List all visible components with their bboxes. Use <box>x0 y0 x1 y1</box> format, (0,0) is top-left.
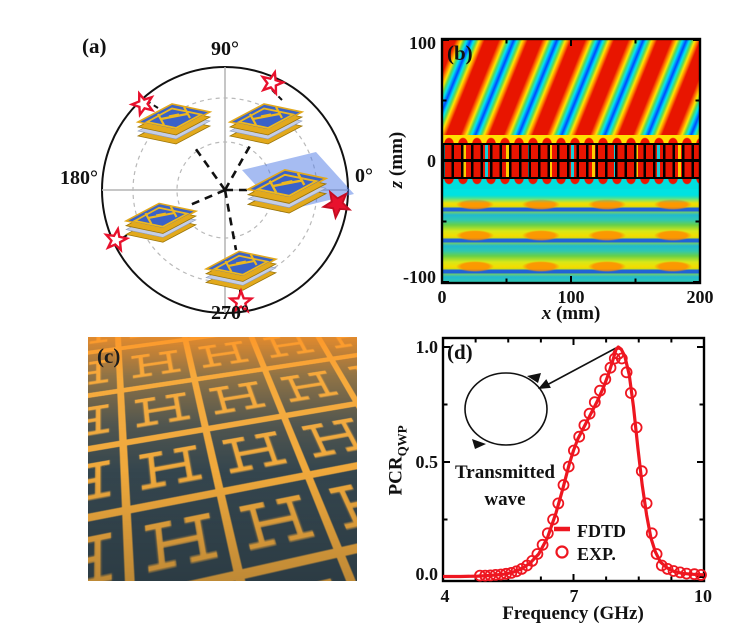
h-resonator-icon <box>88 397 114 449</box>
d-xtick-4: 4 <box>440 586 450 606</box>
panel-d-chart <box>441 336 707 583</box>
h-resonator-icon <box>273 365 345 409</box>
exp-point <box>667 565 680 577</box>
panel-d-letter: (d) <box>447 340 473 364</box>
legend-markers <box>554 526 570 559</box>
polarization-circle-annotation <box>464 347 617 449</box>
metasurface-array <box>88 337 357 581</box>
h-resonator-icon <box>88 522 118 581</box>
standing-wave-bands <box>442 189 700 283</box>
exp-point <box>547 513 559 526</box>
field-fringe-above-slab <box>442 135 700 143</box>
exp-point <box>645 527 658 540</box>
exp-point <box>552 497 565 510</box>
h-resonator-icon <box>126 345 185 385</box>
exp-point <box>650 548 663 560</box>
b-ytick-100: 100 <box>409 33 436 53</box>
exp-point <box>588 396 601 409</box>
exp-point <box>624 387 637 399</box>
exp-point <box>567 444 580 457</box>
exp-point <box>573 430 586 443</box>
polar-label-90: 90° <box>211 38 239 60</box>
exp-points <box>474 347 707 582</box>
h-resonator-icon <box>193 337 255 374</box>
h-resonator-icon <box>253 566 357 581</box>
exp-point <box>531 548 544 560</box>
d-xtick-7: 7 <box>569 586 579 606</box>
panel-b-letter: (b) <box>447 41 473 65</box>
h-resonator-icon <box>232 485 325 562</box>
polar-label-270: 270° <box>211 302 249 324</box>
exp-point <box>500 567 512 580</box>
h-resonator-icon <box>133 437 209 500</box>
exp-point <box>630 421 643 434</box>
b-ylabel: z (mm) <box>386 131 407 189</box>
b-tick-marks <box>441 39 701 283</box>
b-xtick-200: 200 <box>686 287 714 307</box>
h-resonator-icon <box>203 375 273 422</box>
exp-point <box>635 465 648 478</box>
d-xtick-10: 10 <box>694 586 712 606</box>
polar-label-0: 0° <box>355 165 373 187</box>
h-resonator-icon <box>129 386 195 435</box>
exp-point <box>688 568 701 581</box>
d-xlabel: Frequency (GHz) <box>502 603 644 624</box>
b-ytick-0: 0 <box>427 151 436 171</box>
field-fringe-below-slab <box>442 179 700 189</box>
exp-point <box>557 479 570 491</box>
d-ytick-0.5: 0.5 <box>415 452 439 472</box>
exp-point <box>583 407 596 420</box>
h-resonator-icon <box>354 544 357 581</box>
d-ytick-0.0: 0.0 <box>415 564 439 584</box>
panel-c-sample-photo <box>88 337 357 581</box>
polar-label-180: 180° <box>60 167 98 189</box>
exp-point <box>620 366 633 379</box>
exp-point <box>680 567 693 580</box>
exp-point <box>640 497 653 510</box>
panel-a-letter: (a) <box>82 34 107 58</box>
exp-point <box>599 373 612 386</box>
h-resonator-icon <box>294 411 357 467</box>
panel-b-field-map <box>442 39 700 283</box>
exp-point <box>562 460 575 473</box>
exp-point <box>594 384 606 397</box>
exp-point <box>695 568 707 581</box>
h-resonator-icon <box>216 424 296 483</box>
exp-point <box>536 538 549 551</box>
panel-c-letter: (c) <box>97 344 121 368</box>
d-annotation-text: Transmitted wave <box>455 462 555 510</box>
metasurface-slab <box>442 143 700 179</box>
h-resonator-icon <box>257 337 321 363</box>
exp-point <box>674 566 687 579</box>
d-ytick-1.0: 1.0 <box>415 337 439 357</box>
exp-point <box>655 559 668 572</box>
exp-point <box>578 419 591 432</box>
h-resonator-icon <box>138 503 226 581</box>
panel-b-axes <box>440 37 702 285</box>
panel-a-polar-diagram <box>101 66 355 314</box>
exp-point <box>615 352 628 365</box>
exp-point <box>541 527 554 540</box>
b-ytick-m100: -100 <box>403 267 436 287</box>
exp-point <box>661 562 674 575</box>
exp-point <box>604 361 617 374</box>
refracted-wave-stripes <box>442 39 700 143</box>
b-xtick-0: 0 <box>437 287 447 307</box>
d-legend-exp-label: EXP. <box>577 544 616 564</box>
b-xlabel: x (mm) <box>541 303 601 324</box>
d-ylabel: PCRQWP <box>385 425 410 496</box>
h-resonator-icon <box>88 452 116 519</box>
exp-point <box>505 566 518 579</box>
d-legend-fdtd-label: FDTD <box>577 521 626 541</box>
b-xtick-100: 100 <box>557 287 585 307</box>
meta-atom-cell <box>88 510 131 581</box>
b-plot-frame <box>440 37 702 285</box>
